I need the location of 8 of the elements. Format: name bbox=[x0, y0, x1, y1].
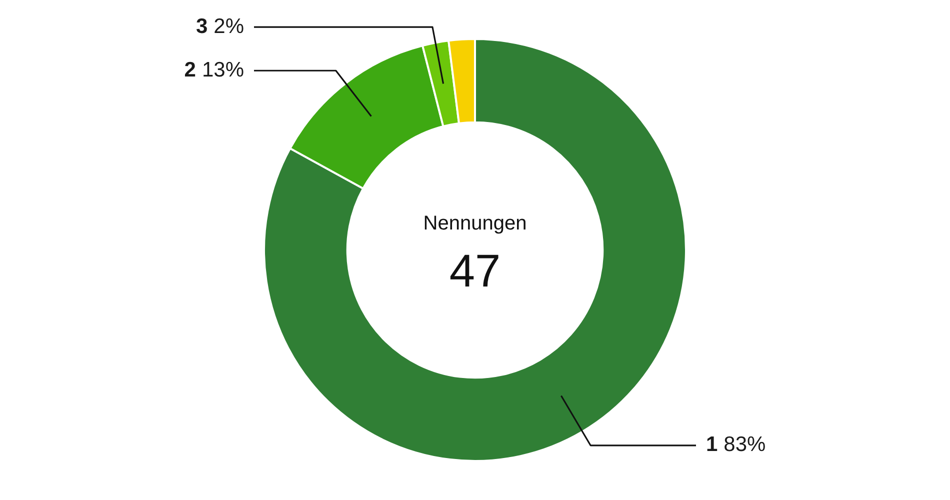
text: 47 bbox=[449, 244, 501, 297]
slice-label: 3 bbox=[196, 14, 208, 38]
data-label: 83% bbox=[724, 433, 766, 456]
text: Nennungen bbox=[423, 212, 527, 235]
slice-label: 1 bbox=[706, 433, 718, 456]
data-label: 2% bbox=[214, 14, 244, 38]
data-label: 13% bbox=[202, 58, 244, 82]
slice-label: 2 bbox=[184, 58, 196, 82]
